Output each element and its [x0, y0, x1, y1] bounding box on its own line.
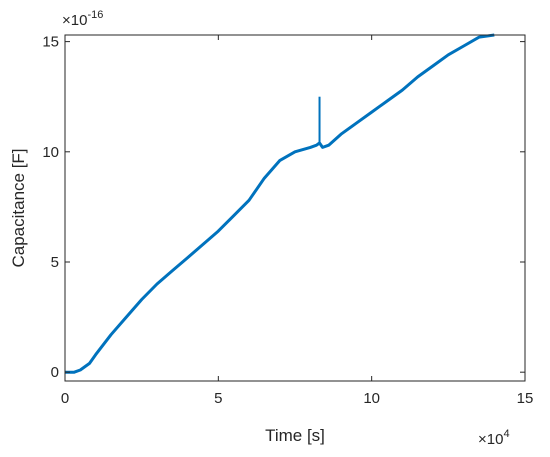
x-tick-label: 0: [61, 390, 69, 407]
x-axis-label: Time [s]: [265, 426, 325, 445]
series-layer: [65, 33, 495, 374]
plot-background: [65, 35, 525, 381]
x-multiplier-base: ×10: [478, 431, 503, 448]
x-tick-label: 15: [517, 390, 534, 407]
x-multiplier-exponent: 4: [503, 428, 509, 440]
x-multiplier: ×104: [478, 428, 510, 448]
y-ticks: 0 5 10 15: [42, 34, 525, 381]
y-multiplier-base: ×10: [62, 12, 87, 29]
series-line-0: [65, 33, 495, 374]
y-tick-label: 0: [51, 364, 59, 381]
y-multiplier-exponent: -16: [87, 9, 103, 21]
plot-frame: [64, 34, 526, 382]
y-axis-label: Capacitance [F]: [9, 148, 28, 267]
x-tick-label: 5: [214, 390, 222, 407]
x-tick-label: 10: [363, 390, 380, 407]
y-multiplier: ×10-16: [62, 9, 103, 29]
y-tick-label: 5: [51, 254, 59, 271]
y-tick-label: 10: [42, 144, 59, 161]
x-ticks: 0 5 10 15: [61, 35, 534, 407]
y-tick-label: 15: [42, 34, 59, 51]
